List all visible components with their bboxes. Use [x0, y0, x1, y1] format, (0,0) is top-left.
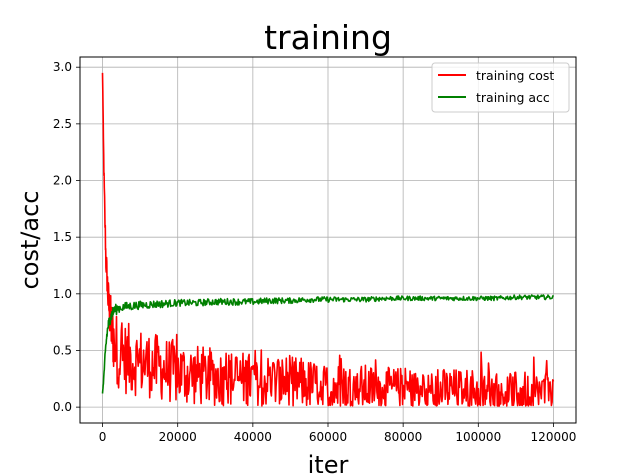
y-tick-label: 3.0 [53, 60, 72, 74]
legend-label-training-acc: training acc [476, 90, 550, 105]
x-tick-label: 120000 [531, 430, 577, 444]
plot-series [101, 72, 555, 407]
x-tick-label: 60000 [309, 430, 347, 444]
legend-box [431, 62, 570, 113]
y-tick-label: 1.0 [53, 287, 72, 301]
x-tick-label: 40000 [234, 430, 272, 444]
y-axis-label: cost/acc [16, 191, 44, 290]
axis-ticks: 0 20000 40000 60000 80000 100000 120000 0.0 0.5 1… [53, 60, 576, 444]
y-tick-label: 0.0 [53, 400, 72, 414]
x-axis-label: iter [308, 451, 349, 476]
x-tick-label: 100000 [455, 430, 501, 444]
legend: training cost training acc [431, 62, 570, 113]
y-tick-label: 2.0 [53, 174, 72, 188]
y-tick-label: 1.5 [53, 230, 72, 244]
series-line-training-cost [101, 72, 555, 407]
y-tick-label: 2.5 [53, 117, 72, 131]
x-tick-label: 20000 [159, 430, 197, 444]
legend-label-training-cost: training cost [476, 68, 554, 83]
x-tick-label: 0 [99, 430, 107, 444]
chart-title: training [264, 18, 392, 57]
series-line-training-acc [101, 294, 555, 394]
y-tick-label: 0.5 [53, 343, 72, 357]
x-tick-label: 80000 [384, 430, 422, 444]
